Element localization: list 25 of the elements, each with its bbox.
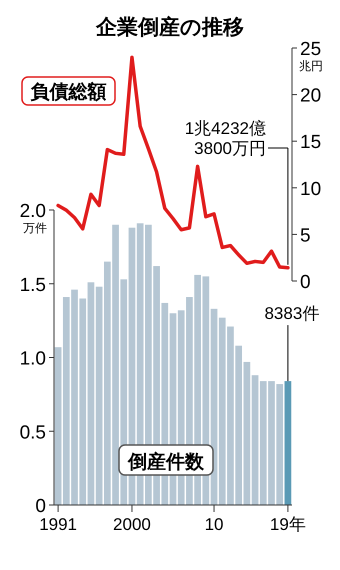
y-axis-title: 兆円 bbox=[299, 59, 323, 73]
x-tick-label: 10 bbox=[204, 515, 224, 534]
y-tick-label: 5 bbox=[300, 225, 311, 246]
y-tick-label: 0 bbox=[300, 272, 311, 293]
x-tick-label: 1991 bbox=[39, 515, 78, 534]
y-tick-label: 25 bbox=[300, 39, 322, 60]
data-label: 1兆4232億 3800万円 bbox=[184, 119, 266, 158]
bar bbox=[284, 381, 292, 505]
y-tick-label: 2.0 bbox=[20, 201, 46, 222]
y-tick-label: 1.5 bbox=[20, 274, 46, 296]
chart-title: 企業倒産の推移 bbox=[95, 15, 244, 39]
x-tick-label: 2000 bbox=[113, 515, 151, 534]
annotation: 8383件 bbox=[264, 304, 320, 324]
x-tick-label: 19年 bbox=[270, 515, 306, 534]
series-label: 倒産件数 bbox=[127, 451, 205, 473]
y-tick-label: 15 bbox=[300, 132, 322, 154]
y-axis-title: 万件 bbox=[23, 221, 47, 235]
y-tick-label: 0 bbox=[35, 496, 46, 517]
series-label: 負債総額 bbox=[30, 81, 106, 103]
y-tick-label: 0.5 bbox=[20, 422, 46, 444]
label-倒産件数: 倒産件数 bbox=[118, 444, 214, 476]
y-tick-label: 20 bbox=[300, 86, 322, 107]
label-負債総額: 負債総額 bbox=[21, 76, 116, 106]
y-tick-label: 1.0 bbox=[20, 348, 46, 370]
y-tick-label: 10 bbox=[300, 178, 322, 200]
